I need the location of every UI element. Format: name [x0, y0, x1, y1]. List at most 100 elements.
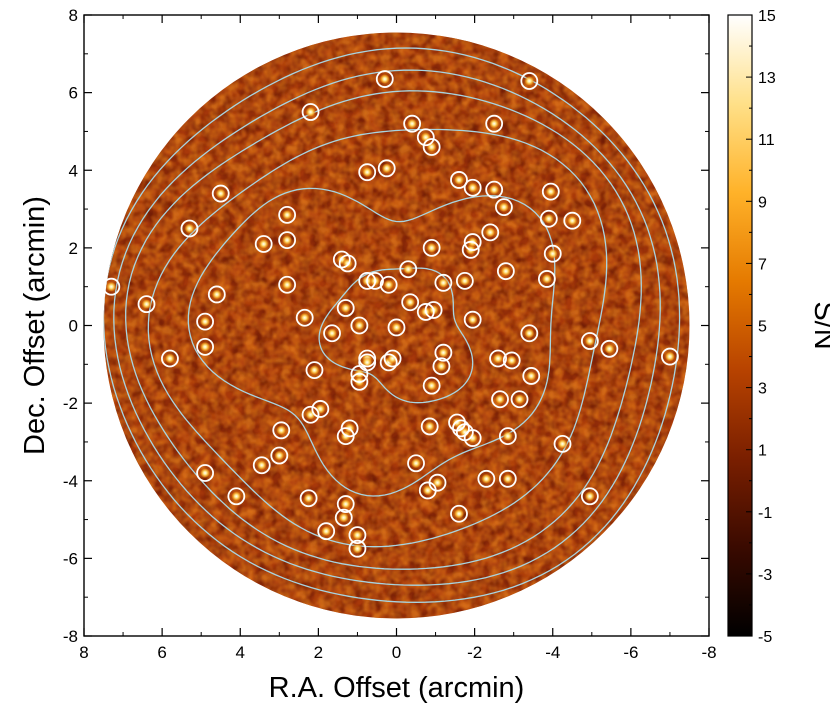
source-blob	[320, 525, 332, 537]
source-blob	[453, 508, 465, 520]
source-markers	[102, 70, 679, 558]
source-marker	[502, 351, 521, 370]
x-tick-label: -6	[623, 643, 638, 662]
source-marker	[424, 301, 443, 319]
source-marker	[541, 182, 560, 201]
source-marker	[403, 114, 422, 133]
y-tick-label: 0	[69, 317, 78, 336]
source-marker	[196, 464, 214, 482]
source-blob	[453, 174, 465, 186]
colorbar-tick-label: 1	[758, 443, 767, 460]
source-marker	[137, 295, 156, 314]
source-blob	[353, 320, 365, 331]
colorbar-title: S/N	[808, 301, 830, 349]
colorbar-tick-label: 11	[758, 132, 775, 149]
source-marker	[350, 365, 369, 383]
source-marker	[227, 487, 246, 506]
source-marker	[661, 347, 679, 366]
source-blob	[435, 360, 447, 372]
colorbar-tick-label: -3	[758, 567, 772, 584]
source-marker	[450, 171, 468, 189]
colorbar-tick-label: -1	[758, 505, 772, 522]
source-marker	[498, 469, 517, 488]
source-blob	[404, 296, 416, 308]
source-marker	[420, 417, 439, 436]
source-marker	[498, 427, 517, 446]
source-marker	[481, 223, 500, 242]
source-blob	[514, 393, 526, 405]
source-marker	[336, 299, 355, 317]
source-blob	[340, 498, 352, 510]
source-marker	[580, 332, 599, 350]
source-blob	[432, 477, 444, 489]
colorbar-tick-label: 13	[758, 70, 776, 87]
source-marker	[278, 231, 297, 250]
source-marker	[323, 324, 341, 343]
source-blob	[488, 118, 500, 130]
source-blob	[547, 248, 559, 260]
source-marker	[358, 271, 377, 290]
source-blob	[383, 279, 395, 291]
source-blob	[379, 73, 391, 85]
x-tick-label: 6	[157, 643, 166, 662]
sn-map-field	[103, 32, 690, 619]
source-blob	[351, 529, 363, 541]
source-marker	[401, 293, 420, 312]
source-marker	[383, 349, 402, 368]
source-blob	[437, 277, 449, 289]
source-marker	[336, 495, 355, 513]
source-marker	[348, 526, 367, 544]
source-blob	[351, 543, 363, 555]
colorbar-tick-label: -5	[758, 629, 772, 646]
source-blob	[488, 184, 500, 196]
source-marker	[254, 235, 273, 253]
source-marker	[477, 469, 496, 488]
source-marker	[252, 456, 271, 475]
source-marker	[278, 205, 297, 224]
source-blob	[566, 215, 578, 227]
x-tick-label: -8	[701, 643, 716, 662]
source-marker	[334, 508, 353, 527]
source-blob	[308, 364, 320, 376]
source-marker	[522, 367, 541, 385]
source-blob	[164, 352, 176, 364]
source-marker	[463, 310, 482, 329]
source-blob	[467, 182, 479, 194]
source-marker	[455, 271, 474, 290]
source-marker	[418, 481, 437, 500]
source-marker	[539, 209, 558, 228]
source-marker	[366, 271, 384, 290]
source-blob	[603, 343, 615, 355]
source-marker	[450, 504, 468, 523]
source-blob	[141, 298, 152, 310]
y-axis: -8 -6 -4 -2 0 2 4 6 8	[63, 6, 709, 646]
contour-line	[187, 187, 556, 497]
y-tick-label: 6	[69, 84, 78, 103]
source-blob	[506, 354, 518, 366]
x-tick-label: 2	[314, 643, 323, 662]
source-marker	[358, 163, 377, 182]
source-marker	[379, 353, 398, 372]
source-blob	[381, 162, 393, 174]
y-tick-label: -4	[63, 472, 78, 491]
source-marker	[491, 390, 509, 409]
source-blob	[406, 118, 418, 130]
source-marker	[375, 70, 394, 88]
contour-line	[125, 90, 642, 570]
source-blob	[422, 484, 434, 496]
x-tick-label: -4	[545, 643, 560, 662]
source-marker	[278, 275, 297, 294]
y-tick-label: 4	[69, 161, 78, 180]
source-marker	[180, 219, 199, 238]
source-marker	[387, 318, 406, 337]
source-blob	[183, 222, 195, 234]
source-blob	[281, 234, 293, 246]
source-blob	[391, 321, 402, 333]
source-marker	[207, 285, 226, 304]
source-blob	[545, 186, 557, 198]
source-marker	[434, 273, 453, 292]
source-blob	[211, 288, 223, 300]
source-marker	[196, 312, 214, 331]
source-blob	[492, 352, 504, 364]
source-marker	[305, 361, 324, 380]
